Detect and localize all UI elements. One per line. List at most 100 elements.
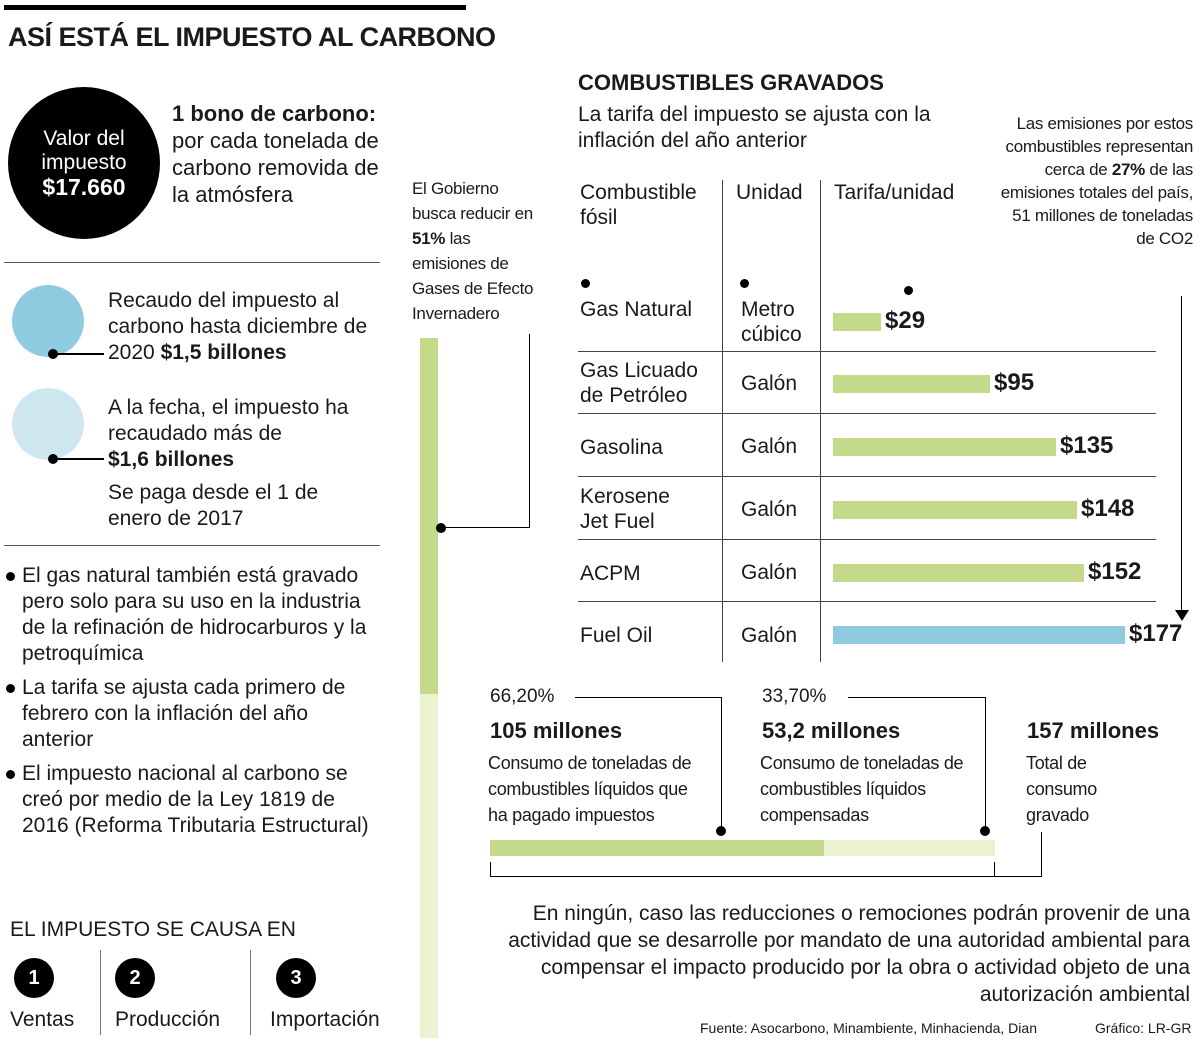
divider <box>4 262 380 263</box>
fuel-unit: Galón <box>741 624 798 647</box>
bono-desc: por cada tonelada de carbono removida de… <box>172 128 379 207</box>
bono-text: 1 bono de carbono: por cada tonelada de … <box>172 100 382 208</box>
fuel-name: Gasolina <box>580 436 663 459</box>
fuel-unit: Metro cúbico <box>741 298 802 346</box>
pagado-pct: 66,20% <box>490 686 555 707</box>
footnote: En ningún, caso las reducciones o remoci… <box>508 902 1190 1006</box>
rate-label: $148 <box>1081 495 1135 522</box>
reduction-bar-rest <box>420 694 438 1038</box>
header-dot <box>740 279 749 288</box>
combustibles-subtitle: La tarifa del impuesto se ajusta con la … <box>578 103 931 152</box>
fuel-name: ACPM <box>580 562 641 585</box>
causa-label-produccion: Producción <box>115 1008 221 1031</box>
bullet-list: El gas natural también está gravado pero… <box>6 563 371 847</box>
total-desc: Total de consumo gravado <box>1026 753 1097 825</box>
reduction-bar-target <box>420 338 438 694</box>
recaudo-desc: Recaudo del impuesto al carbono hasta di… <box>108 289 368 364</box>
fecha-extra: Se paga desde el 1 de enero de 2017 <box>108 481 319 530</box>
compensado-segment <box>824 840 995 856</box>
compensado-leader <box>848 697 986 698</box>
recaudo-amount: $1,5 billones <box>160 341 287 364</box>
fuel-unit: Galón <box>741 372 798 395</box>
total-amount: 157 millones <box>1027 718 1160 743</box>
gobierno-leader <box>442 527 530 528</box>
rate-label: $29 <box>885 307 926 334</box>
gobierno-leader-vertical <box>529 334 530 528</box>
causa-divider <box>100 950 101 1035</box>
header-dot <box>904 286 913 295</box>
rate-label: $135 <box>1060 432 1114 459</box>
fuel-name: Gas Licuado de Petróleo <box>580 359 698 407</box>
fecha-leader <box>54 458 104 460</box>
rate-bar <box>833 626 1125 644</box>
pagado-leader-vertical <box>721 697 722 830</box>
fuel-unit: Galón <box>741 498 798 521</box>
header-unit: Unidad <box>736 181 803 204</box>
rate-bar <box>833 375 990 393</box>
header-rate: Tarifa/unidad <box>834 181 955 204</box>
row-divider <box>578 601 1156 602</box>
compensado-amount: 53,2 millones <box>762 718 901 743</box>
rate-label: $177 <box>1129 620 1183 647</box>
divider <box>4 545 380 546</box>
fuel-name: Fuel Oil <box>580 624 653 647</box>
total-leader <box>1041 832 1042 877</box>
fuel-name: Gas Natural <box>580 298 693 321</box>
compensado-desc: Consumo de toneladas de combustibles líq… <box>760 753 964 825</box>
emisiones-pct: 27% <box>1111 160 1145 179</box>
bullet-item: La tarifa se ajusta cada primero de febr… <box>6 675 371 753</box>
rate-bar <box>833 501 1077 519</box>
bullet-item: El gas natural también está gravado pero… <box>6 563 371 667</box>
causa-label-ventas: Ventas <box>10 1008 75 1031</box>
gobierno-post: las emisiones de Gases de Efecto Inverna… <box>412 229 534 323</box>
emisiones-post: de las emisiones totales del país, 51 mi… <box>1000 160 1194 248</box>
row-divider <box>578 351 1156 352</box>
rate-bar <box>833 564 1084 582</box>
rate-label: $152 <box>1088 558 1142 585</box>
gobierno-pct: 51% <box>412 229 446 248</box>
fuel-name: Kerosene Jet Fuel <box>580 485 670 533</box>
recaudo-dot <box>48 349 58 359</box>
gobierno-text: El Gobierno busca reducir en 51% las emi… <box>412 176 537 326</box>
causa-divider <box>250 950 251 1035</box>
down-arrow-icon <box>1175 610 1189 621</box>
row-divider <box>578 413 1156 414</box>
rate-bar <box>833 438 1056 456</box>
bracket-left <box>490 862 491 876</box>
recaudo-leader <box>54 353 104 355</box>
compensado-pct: 33,70% <box>762 686 827 707</box>
compensado-dot <box>980 826 990 836</box>
column-divider <box>722 180 723 662</box>
source-credit: Fuente: Asocarbono, Minambiente, Minhaci… <box>700 1020 1037 1036</box>
fecha-text: A la fecha, el impuesto ha recaudado más… <box>108 395 380 473</box>
pagado-leader <box>575 697 722 698</box>
bullet-item: El impuesto nacional al carbono se creó … <box>6 761 371 839</box>
header-fuel: Combustible fósil <box>580 181 697 229</box>
pagado-amount: 105 millones <box>490 718 623 743</box>
row-divider <box>578 476 1156 477</box>
causa-number-1: 1 <box>14 958 54 998</box>
tax-value-line1: Valor del <box>43 127 125 150</box>
causa-title: EL IMPUESTO SE CAUSA EN <box>10 918 296 941</box>
emisiones-arrow-line <box>1181 296 1182 616</box>
fecha-dot <box>48 454 58 464</box>
graphic-credit: Gráfico: LR-GR <box>1095 1020 1192 1036</box>
pagado-segment <box>490 840 824 856</box>
bono-bold: 1 bono de carbono: <box>172 101 377 126</box>
column-divider <box>820 180 821 662</box>
fecha-amount: $1,6 billones <box>108 448 235 471</box>
pagado-desc: Consumo de toneladas de combustibles líq… <box>488 753 692 825</box>
combustibles-title: COMBUSTIBLES GRAVADOS <box>578 70 884 95</box>
pagado-dot <box>716 826 726 836</box>
compensado-leader-vertical <box>985 697 986 830</box>
rate-label: $95 <box>994 369 1035 396</box>
fuel-unit: Galón <box>741 435 798 458</box>
recaudo-circle <box>12 285 84 357</box>
gobierno-dot <box>436 523 446 533</box>
row-divider <box>578 539 1156 540</box>
tax-value-line2: impuesto <box>41 151 127 174</box>
gobierno-pre: El Gobierno busca reducir en <box>412 179 533 223</box>
emisiones-note: Las emisiones por estos combustibles rep… <box>1000 112 1194 250</box>
fecha-circle <box>12 388 84 460</box>
rate-bar <box>833 313 881 331</box>
